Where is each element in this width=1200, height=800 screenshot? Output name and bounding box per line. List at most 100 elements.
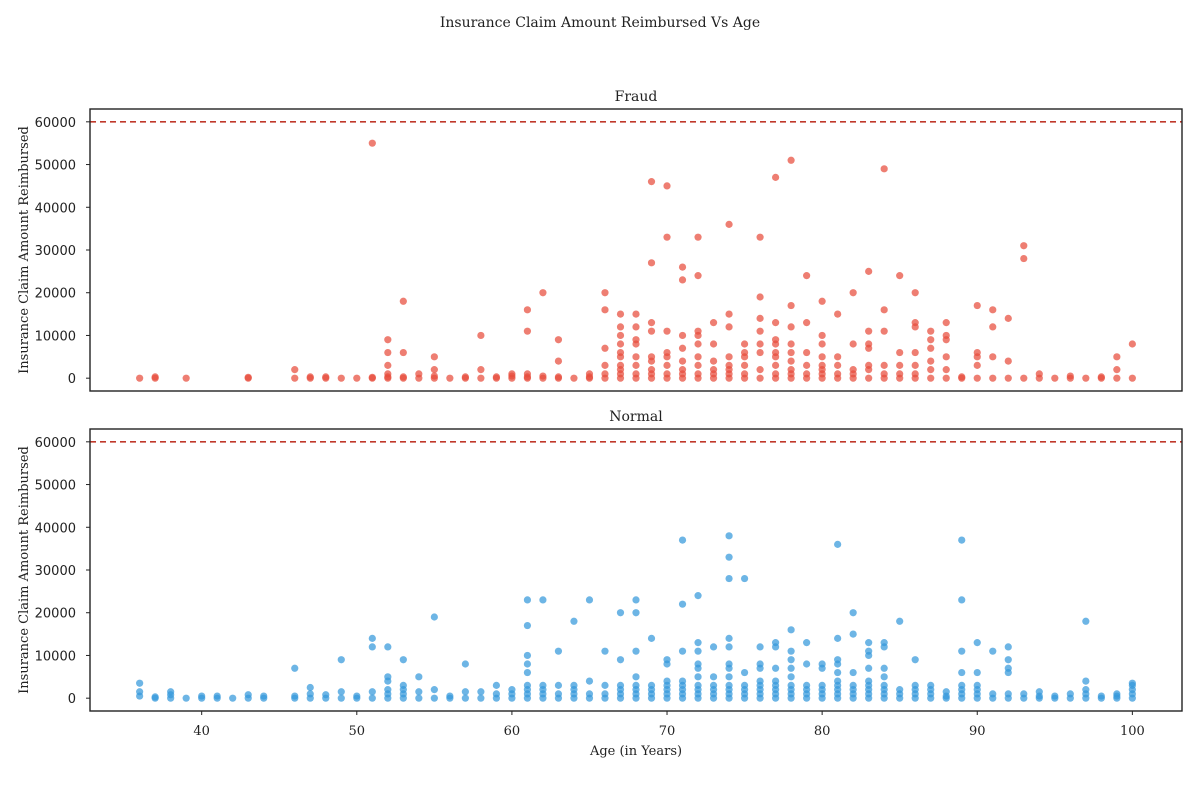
scatter-point: [740, 374, 749, 382]
scatter-point: [539, 694, 547, 702]
scatter-point: [337, 656, 345, 664]
scatter-point: [772, 319, 780, 327]
scatter-point: [663, 694, 671, 702]
scatter-point: [834, 540, 842, 548]
scatter-point: [136, 692, 144, 700]
x-axis: 40 50 60 70 80 90 100: [193, 711, 1145, 739]
scatter-point: [244, 694, 252, 702]
scatter-point: [803, 694, 811, 702]
scatter-point: [663, 327, 671, 335]
x-tick-label: 60: [504, 724, 521, 739]
scatter-point: [632, 353, 640, 361]
x-axis-label: Age (in Years): [589, 744, 682, 759]
scatter-point: [787, 301, 795, 310]
scatter-point: [725, 323, 733, 331]
y-tick-label: 30000: [35, 244, 76, 259]
scatter-point: [834, 310, 842, 318]
scatter-point: [508, 694, 516, 702]
scatter-point: [415, 673, 423, 681]
scatter-point: [632, 694, 640, 702]
scatter-point: [1004, 314, 1012, 322]
scatter-point: [989, 306, 997, 314]
scatter-point: [647, 319, 656, 327]
scatter-point: [616, 374, 625, 382]
scatter-point: [880, 374, 888, 382]
scatter-point: [585, 596, 594, 604]
scatter-point: [818, 374, 826, 382]
scatter-point: [896, 617, 904, 625]
scatter-point: [616, 609, 625, 617]
scatter-point: [616, 694, 625, 702]
scatter-point: [787, 626, 795, 634]
scatter-point: [942, 366, 950, 374]
scatter-point: [477, 366, 485, 374]
scatter-point: [880, 643, 888, 651]
y-tick-label: 60000: [35, 116, 76, 131]
scatter-point: [942, 694, 950, 702]
y-tick-label: 0: [68, 692, 76, 707]
scatter-point: [399, 348, 407, 357]
scatter-point: [927, 327, 935, 335]
scatter-point: [787, 323, 795, 331]
scatter-point: [616, 340, 625, 348]
scatter-point: [834, 361, 842, 369]
scatter-point: [973, 353, 981, 361]
scatter-point: [368, 139, 376, 147]
scatter-point: [678, 357, 687, 365]
scatter-point: [756, 694, 764, 702]
subplots: Fraud0100002000030000400005000060000Insu…: [17, 89, 1183, 759]
scatter-point: [213, 694, 221, 702]
scatter-point: [818, 297, 826, 305]
scatter-point: [865, 327, 873, 335]
scatter-point: [725, 694, 733, 702]
scatter-point: [601, 647, 609, 655]
scatter-point: [647, 374, 656, 382]
scatter-point: [772, 173, 780, 181]
scatter-point: [694, 353, 702, 361]
scatter-point: [1004, 357, 1012, 365]
scatter-point: [570, 617, 578, 625]
scatter-point: [601, 289, 609, 297]
scatter-point: [880, 694, 888, 702]
scatter-point: [989, 374, 997, 382]
scatter-point: [539, 596, 547, 604]
scatter-point: [632, 596, 640, 604]
scatter-point: [834, 634, 842, 642]
scatter-point: [865, 344, 873, 352]
scatter-point: [756, 664, 764, 672]
scatter-point: [709, 694, 718, 702]
scatter-point: [880, 306, 888, 314]
scatter-point: [709, 374, 718, 382]
scatter-point: [787, 656, 795, 664]
scatter-point: [1004, 668, 1012, 677]
scatter-point: [725, 310, 733, 318]
scatter-point: [523, 327, 532, 335]
figure-suptitle: Insurance Claim Amount Reimbursed Vs Age: [440, 15, 760, 31]
scatter-point: [865, 651, 873, 660]
scatter-point: [663, 182, 671, 190]
subplot-title: Normal: [609, 409, 663, 425]
scatter-point: [973, 639, 981, 647]
scatter-point: [803, 319, 811, 327]
scatter-point: [291, 374, 299, 382]
scatter-point: [632, 609, 640, 617]
scatter-point: [384, 694, 392, 702]
scatter-point: [849, 289, 857, 297]
scatter-point: [554, 681, 563, 689]
scatter-point: [740, 668, 749, 677]
scatter-point: [632, 323, 640, 331]
scatter-point: [849, 340, 857, 348]
scatter-point: [291, 366, 299, 374]
scatter-point: [539, 289, 547, 297]
scatter-point: [865, 664, 873, 672]
scatter-point: [865, 267, 873, 275]
scatter-point: [911, 694, 919, 702]
scatter-point: [167, 694, 175, 702]
scatter-point: [818, 331, 826, 340]
scatter-point: [1128, 340, 1136, 348]
scatter-point: [973, 694, 981, 702]
y-tick-label: 0: [68, 372, 76, 387]
scatter-point: [880, 361, 888, 369]
scatter-point: [430, 686, 438, 694]
x-tick-label: 80: [814, 724, 831, 739]
